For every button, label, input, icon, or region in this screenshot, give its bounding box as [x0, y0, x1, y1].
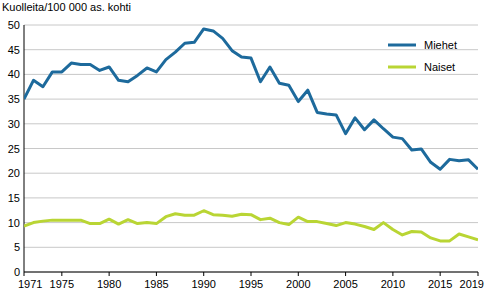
- grid-line: [24, 25, 478, 26]
- y-tick-label: 35: [8, 93, 20, 105]
- y-axis: [24, 25, 25, 272]
- grid-line: [24, 99, 478, 100]
- y-tick-label: 25: [8, 143, 20, 155]
- y-tick-label: 50: [8, 19, 20, 31]
- x-tick-label: 1990: [191, 278, 215, 290]
- y-axis-label: Kuolleita/100 000 as. kohti: [2, 1, 131, 13]
- x-tick: [440, 272, 441, 276]
- grid-line: [24, 49, 478, 50]
- x-tick: [109, 272, 110, 276]
- x-tick: [251, 272, 252, 276]
- y-tick-label: 5: [14, 241, 20, 253]
- grid-line: [24, 173, 478, 174]
- legend-label: Miehet: [424, 39, 457, 51]
- x-tick-label: 1995: [239, 278, 263, 290]
- x-tick: [24, 272, 25, 276]
- x-tick-label: 2000: [286, 278, 310, 290]
- legend-swatch: [388, 66, 416, 69]
- legend-label: Naiset: [424, 61, 455, 73]
- x-tick-label: 1985: [144, 278, 168, 290]
- grid-line: [24, 247, 478, 248]
- y-tick-label: 10: [8, 217, 20, 229]
- y-tick-label: 0: [14, 266, 20, 278]
- x-tick: [298, 272, 299, 276]
- x-tick-label: 2019: [460, 278, 484, 290]
- x-tick: [392, 272, 393, 276]
- x-tick: [345, 272, 346, 276]
- legend-swatch: [388, 44, 416, 47]
- x-tick: [156, 272, 157, 276]
- y-tick-label: 30: [8, 118, 20, 130]
- y-tick-label: 15: [8, 192, 20, 204]
- x-tick-label: 2010: [381, 278, 405, 290]
- plot-area: [24, 29, 478, 241]
- y-tick-label: 20: [8, 167, 20, 179]
- x-tick: [203, 272, 204, 276]
- grid-line: [24, 197, 478, 198]
- series-line: [24, 29, 478, 169]
- series-line: [24, 211, 478, 241]
- x-tick: [478, 272, 479, 276]
- x-tick: [61, 272, 62, 276]
- x-tick-label: 1975: [50, 278, 74, 290]
- x-tick-label: 1971: [18, 278, 42, 290]
- chart: Kuolleita/100 000 as. kohti 0 5 10 15 20 25 30 3…: [0, 0, 491, 302]
- y-tick-label: 45: [8, 44, 20, 56]
- x-tick-label: 1980: [97, 278, 121, 290]
- x-tick-label: 2015: [428, 278, 452, 290]
- grid-line: [24, 123, 478, 124]
- x-tick-label: 2005: [333, 278, 357, 290]
- y-tick-label: 40: [8, 68, 20, 80]
- grid-line: [24, 74, 478, 75]
